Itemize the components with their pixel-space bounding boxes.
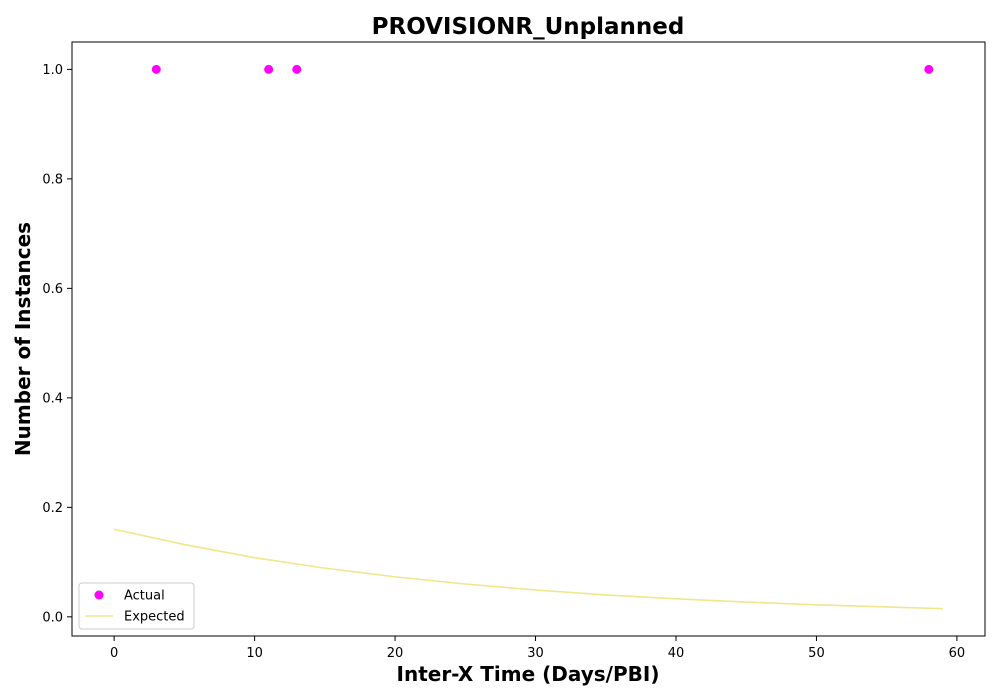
legend-label: Expected (124, 610, 185, 625)
y-tick-label: 0.0 (42, 610, 63, 625)
actual-point (151, 64, 161, 74)
y-tick-label: 0.4 (42, 391, 63, 406)
chart-title: PROVISIONR_Unplanned (372, 14, 685, 40)
x-tick-label: 40 (668, 646, 685, 661)
legend-marker-actual (94, 590, 104, 600)
y-tick-label: 1.0 (42, 63, 63, 78)
actual-point (292, 64, 302, 74)
actual-point (264, 64, 274, 74)
x-tick-label: 0 (110, 646, 118, 661)
x-tick-label: 50 (808, 646, 825, 661)
y-tick-label: 0.6 (42, 282, 63, 297)
x-tick-label: 60 (949, 646, 966, 661)
y-tick-label: 0.8 (42, 172, 63, 187)
y-axis: 0.0 0.2 0.4 0.6 0.8 1.0 (42, 63, 72, 625)
x-axis-title: Inter-X Time (Days/PBI) (397, 662, 660, 686)
x-tick-label: 30 (527, 646, 544, 661)
x-tick-label: 20 (387, 646, 404, 661)
legend: Actual Expected (78, 582, 195, 630)
x-axis: 0 10 20 30 40 50 60 (110, 636, 965, 661)
plot-area (113, 64, 943, 610)
y-tick-label: 0.2 (42, 501, 63, 516)
actual-point (924, 64, 934, 74)
x-tick-label: 10 (246, 646, 263, 661)
y-axis-title: Number of Instances (11, 222, 35, 456)
legend-box (78, 582, 195, 630)
expected-line (113, 528, 943, 610)
axes-frame (71, 41, 986, 637)
legend-label: Actual (124, 589, 165, 604)
